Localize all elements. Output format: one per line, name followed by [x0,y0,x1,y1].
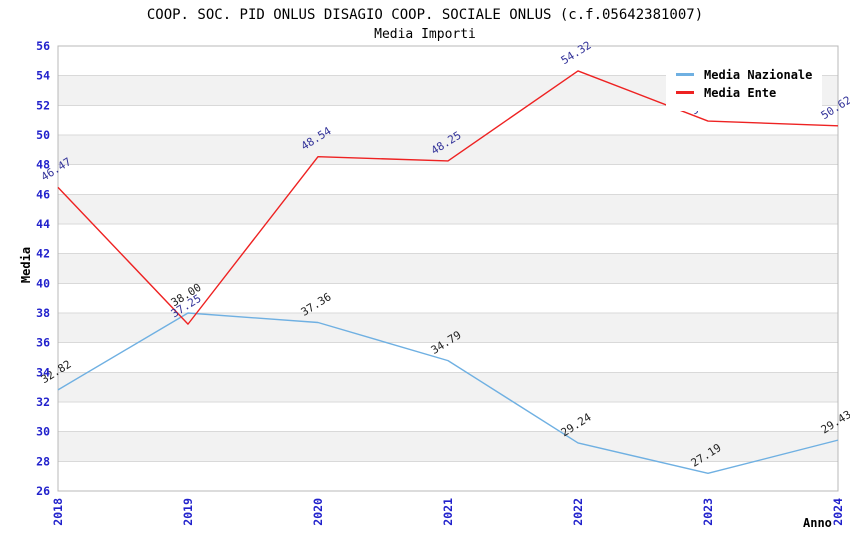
y-tick-label: 34 [36,365,50,379]
x-tick-label: 2020 [311,498,325,526]
plot-band [58,224,838,254]
plot-band [58,461,838,491]
plot-band [58,342,838,373]
y-tick-label: 28 [36,454,50,468]
y-tick-label: 38 [36,306,50,320]
x-tick-label: 2024 [831,498,845,526]
x-axis-title: Anno [803,516,832,530]
y-tick-label: 46 [36,187,50,201]
y-tick-label: 40 [36,276,50,290]
plot-band [58,372,838,402]
chart-title: COOP. SOC. PID ONLUS DISAGIO COOP. SOCIA… [146,7,704,23]
y-tick-label: 48 [36,158,50,172]
x-tick-label: 2021 [441,498,455,526]
plot-border [57,45,839,492]
plot-band [58,313,838,343]
y-tick-label: 36 [36,336,50,350]
plot-band [58,253,838,284]
y-tick-label: 42 [36,247,50,261]
legend-item-media-nazionale: Media Nazionale [676,67,812,82]
y-axis-title: Media [19,246,33,284]
legend-swatch-media-nazionale-icon [676,73,694,76]
plot-band [58,283,838,313]
y-tick-label: 56 [36,39,50,53]
y-tick-label: 52 [36,98,50,112]
y-tick-label: 50 [36,128,50,142]
legend-swatch-media-ente-icon [676,91,694,94]
legend: Media Nazionale Media Ente [666,57,823,111]
x-tick-label: 2018 [51,498,65,526]
y-tick-label: 30 [36,425,50,439]
y-tick-label: 44 [36,217,50,231]
plot-band [58,135,838,165]
series-line-media-nazionale [57,312,839,475]
plot-band [58,194,838,224]
y-tick-label: 54 [36,69,50,83]
x-tick-label: 2022 [571,498,585,526]
x-tick-label: 2023 [701,498,715,526]
plot-band [58,431,838,462]
chart-subtitle: Media Importi [374,27,476,42]
legend-label-media-ente: Media Ente [704,85,777,100]
plot-band [58,164,838,195]
series-line-media-ente [57,70,839,325]
plot-band [58,402,838,432]
legend-item-media-ente: Media Ente [676,85,812,100]
y-tick-label: 32 [36,395,50,409]
y-tick-label: 26 [36,484,50,498]
legend-label-media-nazionale: Media Nazionale [704,67,813,82]
x-tick-label: 2019 [181,498,195,526]
